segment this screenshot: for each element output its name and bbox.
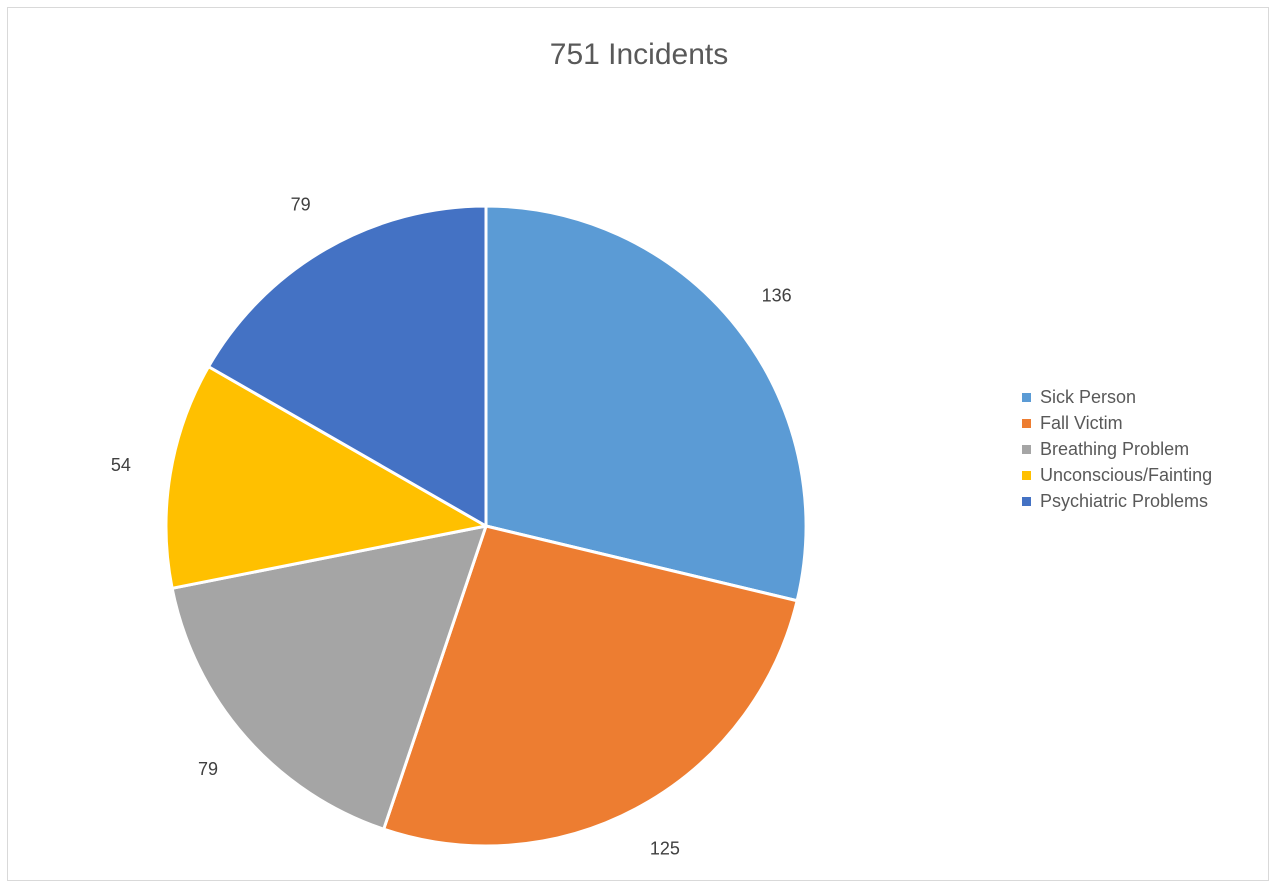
legend-item-psychiatric-problems: Psychiatric Problems	[1022, 488, 1212, 514]
data-label-fall-victim: 125	[650, 839, 680, 859]
pie-data-labels: 136 125 79 54 79	[111, 195, 792, 859]
legend-label-breathing-problem: Breathing Problem	[1040, 438, 1190, 459]
legend-label-sick-person: Sick Person	[1040, 386, 1137, 407]
pie-slice-sick-person	[484, 204, 808, 603]
legend-item-sick-person: Sick Person	[1022, 384, 1212, 410]
legend-label-fall-victim: Fall Victim	[1040, 412, 1123, 433]
data-label-psychiatric-problems: 79	[291, 195, 311, 215]
legend-swatch-psychiatric-problems	[1022, 496, 1031, 506]
pie-slice-psychiatric-problems	[207, 204, 488, 528]
legend-swatch-sick-person	[1022, 392, 1031, 402]
legend-swatch-breathing-problem	[1022, 444, 1031, 454]
chart-title: 751 Incidents	[549, 38, 729, 71]
legend-item-breathing-problem: Breathing Problem	[1022, 436, 1212, 462]
data-label-unconscious-fainting: 54	[111, 455, 131, 475]
pie-slices	[164, 204, 808, 848]
legend-swatch-unconscious-fainting	[1022, 470, 1031, 480]
data-label-breathing-problem: 79	[198, 759, 218, 779]
legend-swatch-fall-victim	[1022, 418, 1031, 428]
legend: Sick Person Fall Victim Breathing Problem U…	[1022, 384, 1212, 514]
pie-slice-breathing-problem	[170, 524, 488, 831]
legend-label-unconscious-fainting: Unconscious/Fainting	[1040, 464, 1213, 485]
pie-slice-unconscious-fainting	[164, 365, 488, 590]
data-label-sick-person: 136	[762, 286, 792, 306]
legend-item-unconscious-fainting: Unconscious/Fainting	[1022, 462, 1212, 488]
legend-item-fall-victim: Fall Victim	[1022, 410, 1212, 436]
pie-slice-fall-victim	[382, 524, 799, 848]
legend-label-psychiatric-problems: Psychiatric Problems	[1040, 490, 1209, 511]
